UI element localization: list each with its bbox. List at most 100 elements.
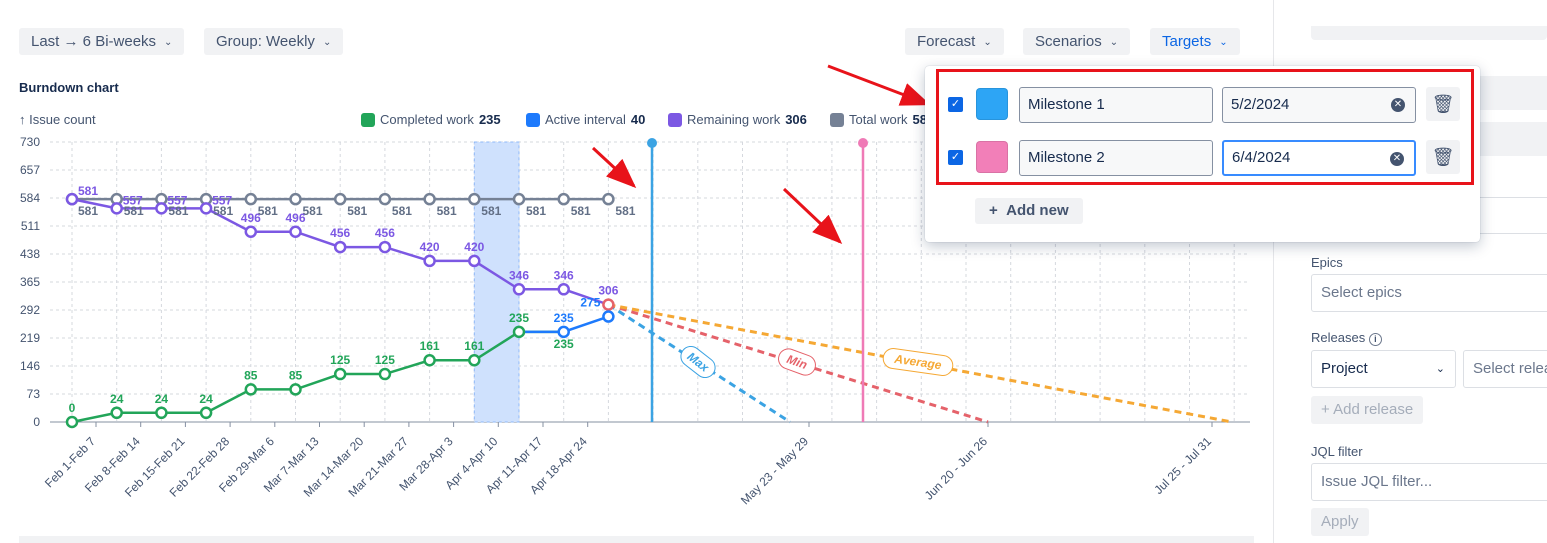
forecast-label-bg bbox=[680, 345, 716, 379]
y-tick-label: 292 bbox=[20, 303, 40, 317]
legend-total[interactable]: Total work 58 bbox=[830, 112, 927, 127]
remaining-work-point bbox=[557, 283, 570, 296]
chevron-down-icon: ⌄ bbox=[322, 37, 332, 48]
forecast-label: Min bbox=[778, 348, 816, 376]
group-by-dropdown[interactable]: Group: Weekly ⌄ bbox=[204, 28, 344, 55]
releases-project-value: Project bbox=[1321, 360, 1368, 377]
completed-work-label: 161 bbox=[464, 339, 484, 353]
clear-icon[interactable]: ✕ bbox=[1391, 98, 1405, 112]
total-work-point bbox=[289, 192, 302, 206]
completed-work-point bbox=[378, 367, 392, 381]
completed-work-line bbox=[71, 330, 564, 424]
milestone-1-checkbox[interactable]: ✓ bbox=[948, 97, 963, 112]
targets-dropdown[interactable]: Targets ⌄ bbox=[1150, 28, 1240, 55]
remaining-work-point bbox=[512, 283, 526, 296]
total-work-label: 581 bbox=[168, 204, 188, 218]
remaining-work-label: 306 bbox=[598, 284, 618, 298]
forecast-label-bg bbox=[778, 348, 816, 376]
scenarios-dropdown[interactable]: Scenarios ⌄ bbox=[1023, 28, 1131, 55]
trash-icon[interactable]: 🗑 bbox=[1426, 140, 1460, 174]
milestone-2-color-swatch[interactable] bbox=[976, 141, 1008, 173]
legend-swatch bbox=[668, 112, 682, 127]
x-tick-label: Jul 25 - Jul 31 bbox=[1151, 434, 1214, 497]
total-work-label: 581 bbox=[258, 204, 278, 218]
total-work-label: 581 bbox=[124, 204, 144, 218]
milestone-2-date-input[interactable]: 6/4/2024 ✕ bbox=[1222, 140, 1416, 176]
milestone-1-date-input[interactable]: 5/2/2024 ✕ bbox=[1222, 87, 1416, 123]
add-release-button[interactable]: + Add release bbox=[1311, 396, 1424, 424]
milestone-2-name: Milestone 2 bbox=[1028, 149, 1105, 166]
milestone-2-name-input[interactable]: Milestone 2 bbox=[1019, 140, 1213, 176]
add-release-label: Add release bbox=[1333, 401, 1414, 418]
chevron-down-icon: ⌄ bbox=[1109, 37, 1119, 48]
legend-completed[interactable]: Completed work 235 bbox=[361, 112, 501, 127]
milestone-1-name-input[interactable]: Milestone 1 bbox=[1019, 87, 1213, 123]
releases-project-select[interactable]: Project ⌄ bbox=[1311, 350, 1456, 388]
remaining-work-point bbox=[602, 298, 615, 311]
legend-active-interval[interactable]: Active interval 40 bbox=[526, 112, 645, 127]
y-tick-label: 438 bbox=[20, 247, 40, 261]
remaining-work-label: 420 bbox=[464, 240, 484, 254]
total-work-point bbox=[333, 192, 347, 206]
forecast-label-text: Average bbox=[893, 352, 943, 373]
epics-select[interactable]: Select epics bbox=[1311, 274, 1547, 312]
x-tick-label: Jun 20 - Jun 26 bbox=[922, 434, 991, 503]
completed-work-label: 85 bbox=[289, 368, 303, 382]
remaining-work-point bbox=[468, 254, 481, 268]
forecast-label-bg bbox=[882, 348, 954, 376]
legend-label: Remaining work bbox=[687, 112, 781, 127]
add-target-button[interactable]: + Add new bbox=[975, 198, 1083, 224]
info-icon[interactable]: i bbox=[1368, 333, 1382, 346]
total-work-point bbox=[602, 192, 615, 206]
chevron-down-icon: ⌄ bbox=[1435, 363, 1445, 375]
completed-work-point bbox=[289, 383, 302, 396]
remaining-work-label: 496 bbox=[285, 211, 305, 225]
apply-button[interactable]: Apply bbox=[1311, 508, 1369, 536]
releases-select[interactable]: Select relea bbox=[1463, 350, 1547, 388]
milestone-1-date: 5/2/2024 bbox=[1231, 96, 1290, 113]
targets-label: Targets bbox=[1162, 33, 1212, 50]
y-tick-label: 657 bbox=[20, 163, 40, 177]
remaining-work-point bbox=[289, 225, 302, 239]
milestone-1-color-swatch[interactable] bbox=[976, 88, 1008, 120]
target-marker bbox=[858, 138, 868, 148]
legend-swatch bbox=[361, 112, 375, 127]
milestone-2-checkbox[interactable]: ✓ bbox=[948, 150, 963, 165]
completed-work-label: 0 bbox=[69, 401, 76, 415]
completed-work-label: 125 bbox=[375, 353, 395, 367]
legend-value: 40 bbox=[630, 112, 646, 127]
date-range-dropdown[interactable]: Last → 6 Bi-weeks ⌄ bbox=[19, 28, 185, 55]
total-work-label: 581 bbox=[303, 204, 323, 218]
legend-label: Completed work bbox=[380, 112, 474, 127]
remaining-work-label: 496 bbox=[241, 211, 261, 225]
remaining-work-label: 557 bbox=[123, 193, 143, 207]
total-work-label: 581 bbox=[437, 204, 457, 218]
total-work-label: 581 bbox=[481, 204, 501, 218]
completed-work-label: 85 bbox=[244, 368, 258, 382]
epics-label: Epics bbox=[1311, 255, 1343, 270]
legend-value: 306 bbox=[785, 112, 807, 127]
chevron-down-icon: ⌄ bbox=[1219, 37, 1228, 48]
total-work-label: 581 bbox=[213, 204, 233, 218]
legend-remaining[interactable]: Remaining work 306 bbox=[668, 112, 807, 127]
forecast-dropdown[interactable]: Forecast ⌄ bbox=[905, 28, 1004, 55]
remaining-work-point bbox=[199, 202, 213, 215]
trash-icon[interactable]: 🗑 bbox=[1426, 87, 1460, 121]
completed-work-label: 24 bbox=[155, 392, 169, 406]
completed-work-label: 235 bbox=[509, 311, 529, 325]
legend-swatch bbox=[526, 112, 540, 127]
clear-icon[interactable]: ✕ bbox=[1390, 152, 1404, 166]
jql-filter-input[interactable]: Issue JQL filter... bbox=[1311, 463, 1547, 501]
y-tick-label: 73 bbox=[27, 387, 41, 401]
remaining-work-point bbox=[110, 202, 123, 215]
total-work-label: 581 bbox=[526, 204, 546, 218]
total-work-point bbox=[244, 192, 258, 206]
completed-work-point bbox=[602, 310, 615, 323]
completed-work-point bbox=[512, 325, 526, 339]
jql-label: JQL filter bbox=[1311, 444, 1363, 459]
y-tick-label: 219 bbox=[20, 331, 40, 345]
target-marker bbox=[647, 138, 657, 148]
apply-label: Apply bbox=[1321, 513, 1359, 530]
epics-placeholder: Select epics bbox=[1321, 284, 1402, 301]
completed-work-point bbox=[557, 325, 570, 339]
